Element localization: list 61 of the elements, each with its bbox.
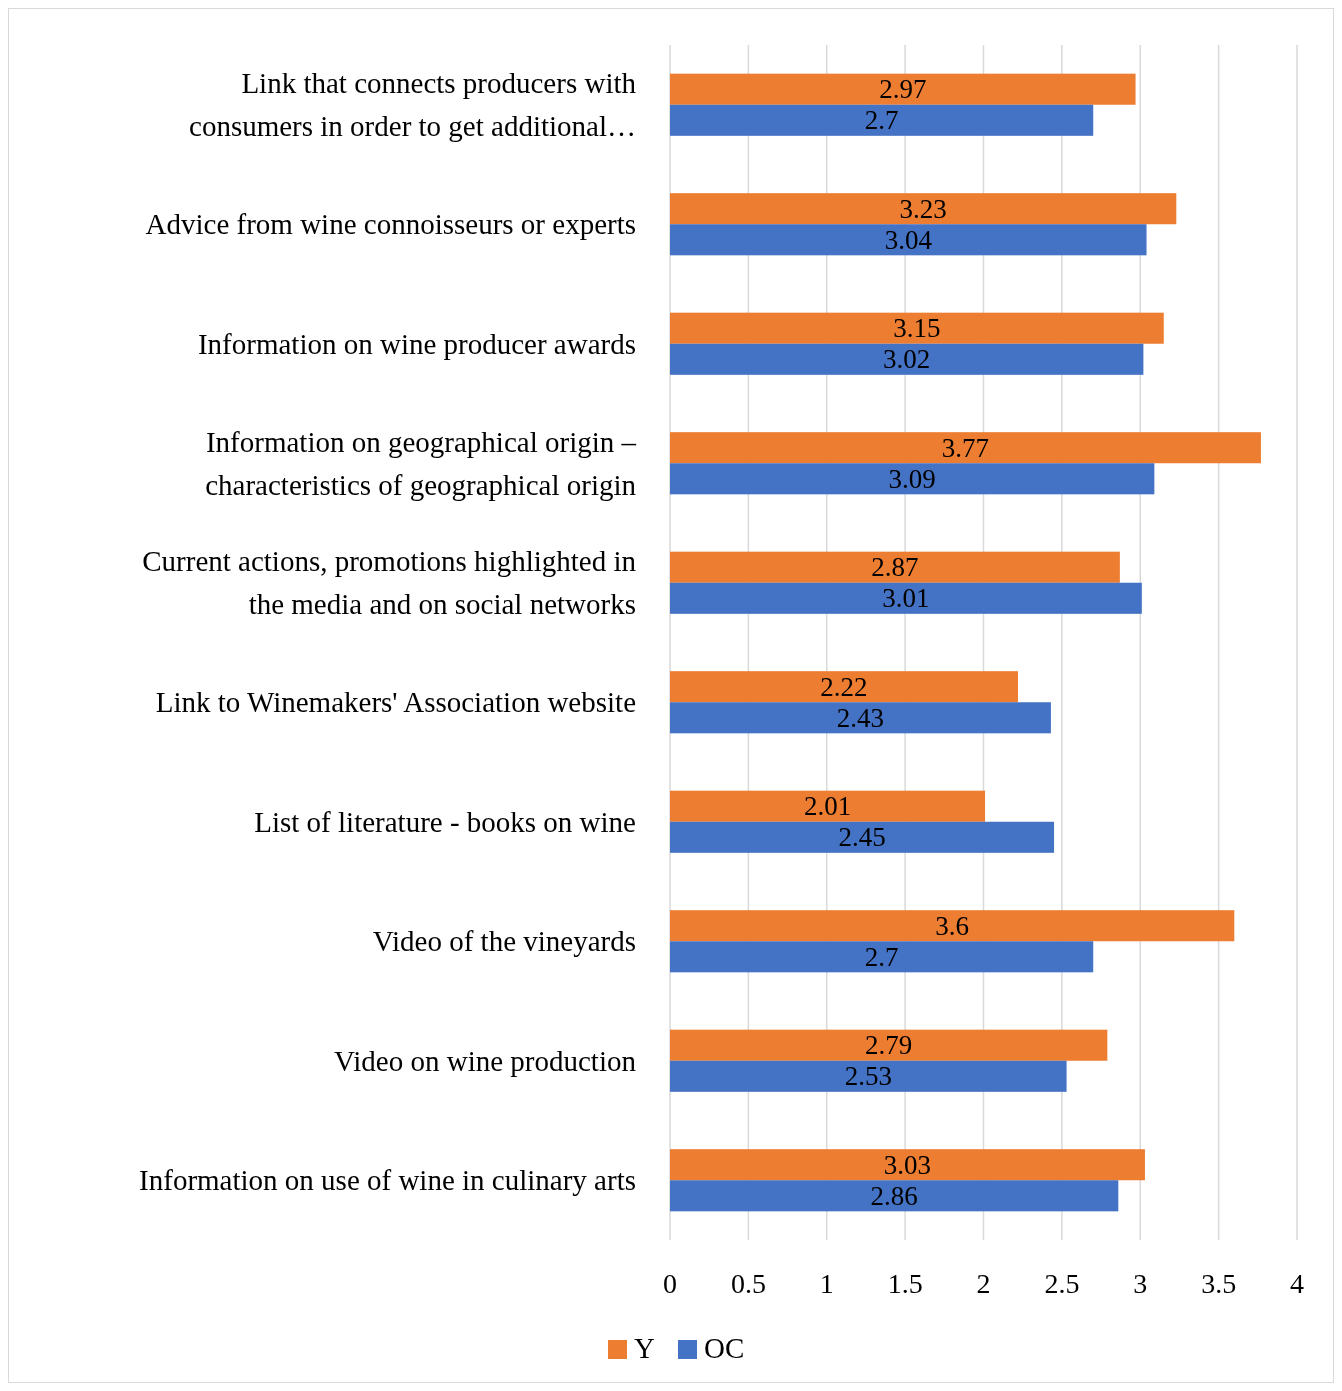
- y-tick-label: Information on wine producer awards: [197, 327, 636, 360]
- y-tick-label: Information on use of wine in culinary arts: [139, 1164, 636, 1197]
- data-label: 2.43: [836, 702, 885, 733]
- data-label: 2.53: [844, 1061, 892, 1092]
- data-label: 2.79: [865, 1030, 913, 1061]
- data-label: 3.03: [883, 1149, 932, 1180]
- legend-label: OC: [704, 1332, 745, 1364]
- bar: [670, 73, 1136, 105]
- bar: [670, 343, 1144, 375]
- y-tick-label: Video on wine production: [334, 1044, 637, 1077]
- y-tick-label: Link that connects producers with consumers in order to get additional…: [189, 67, 637, 143]
- y-tick-label: Current actions, promotions highlighted in the media and on social networks: [142, 545, 637, 621]
- data-label: 2.86: [870, 1180, 918, 1211]
- legend-label: Y: [634, 1332, 655, 1364]
- bar: [670, 104, 1094, 136]
- bar: [670, 312, 1164, 344]
- bar: [670, 193, 1177, 225]
- data-label: 2.22: [820, 671, 868, 702]
- bar: [670, 432, 1261, 464]
- bar: [670, 702, 1051, 734]
- x-tick-label: 1: [819, 1268, 834, 1299]
- data-label: 3.15: [893, 313, 941, 344]
- y-tick-label: Video of the vineyards: [372, 925, 636, 958]
- bar: [670, 551, 1120, 583]
- data-label: 2.97: [879, 74, 927, 105]
- x-tick-label: 4: [1290, 1268, 1304, 1299]
- x-tick-label: 3.5: [1201, 1268, 1237, 1299]
- data-label: 2.87: [871, 552, 919, 583]
- y-tick-label: List of literature - books on wine: [254, 805, 636, 838]
- y-tick-label: Information on geographical origin – characteristics of geographical origin: [205, 425, 637, 501]
- x-tick-label: 1.5: [887, 1268, 923, 1299]
- bar: [670, 821, 1055, 853]
- bar: [670, 1180, 1119, 1212]
- data-label: 3.02: [883, 344, 931, 375]
- x-tick-label: 3: [1133, 1268, 1148, 1299]
- bar: [670, 224, 1147, 256]
- bar: [670, 790, 986, 822]
- x-tick-label: 2.5: [1044, 1268, 1080, 1299]
- data-label: 2.7: [864, 105, 899, 136]
- bar: [670, 463, 1155, 495]
- y-tick-label: Advice from wine connoisseurs or experts: [145, 208, 636, 241]
- y-tick-label: Link to Winemakers' Association website: [155, 686, 636, 719]
- bar: [670, 671, 1018, 703]
- bar: [670, 582, 1142, 614]
- data-label: 3.77: [941, 432, 990, 463]
- bar: [670, 1029, 1108, 1061]
- x-tick-label: 0: [663, 1268, 677, 1299]
- data-label: 3.04: [884, 224, 933, 255]
- data-label: 2.45: [838, 822, 886, 853]
- bar: [670, 1060, 1067, 1092]
- x-tick-label: 0.5: [730, 1268, 766, 1299]
- data-label: 2.01: [803, 791, 852, 822]
- data-label: 3.09: [888, 463, 936, 494]
- data-label: 3.01: [882, 583, 930, 614]
- data-label: 3.6: [935, 910, 970, 941]
- bar: [670, 941, 1094, 973]
- bar: [670, 910, 1235, 942]
- data-label: 3.23: [899, 193, 947, 224]
- data-label: 2.7: [864, 941, 899, 972]
- bar: [670, 1149, 1145, 1181]
- x-tick-label: 2: [976, 1268, 991, 1299]
